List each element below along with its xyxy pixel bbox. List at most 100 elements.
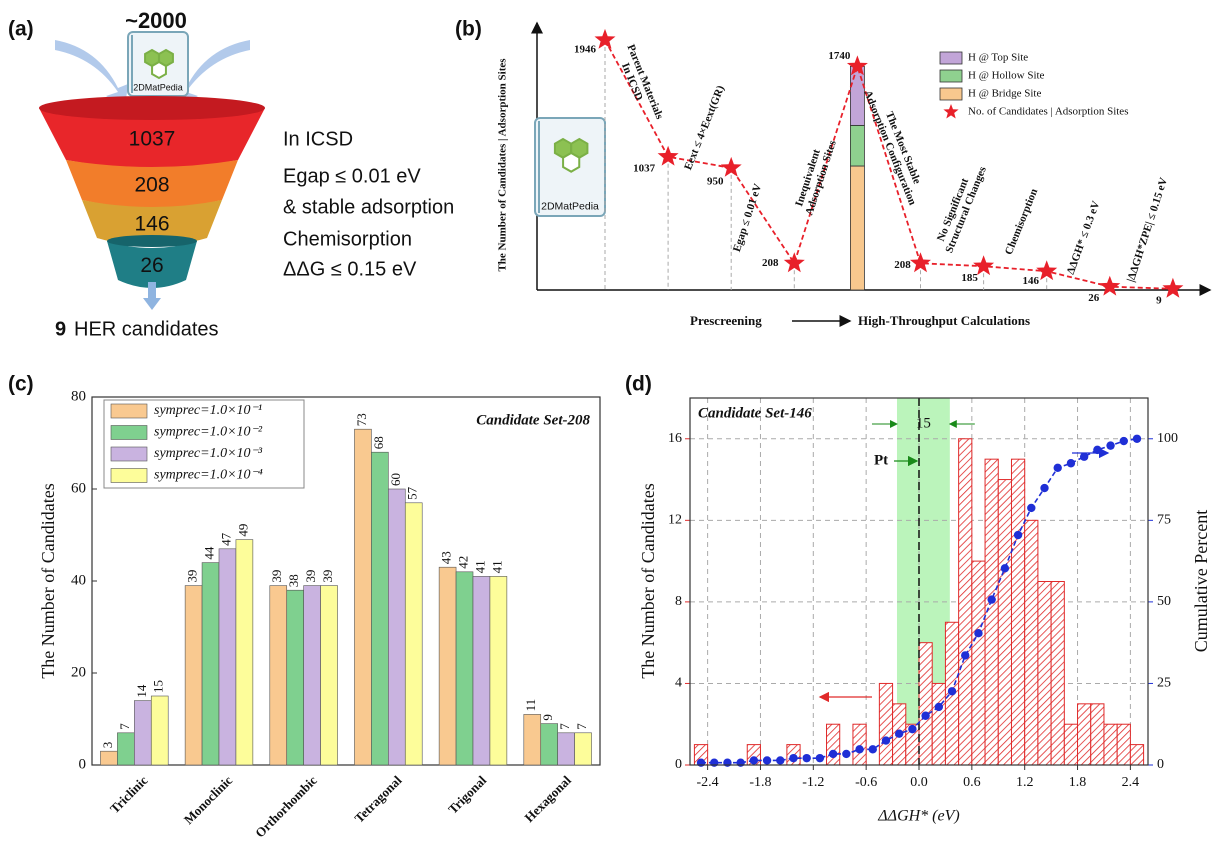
value-label: 208 <box>762 257 779 269</box>
cumulative-dot <box>815 753 825 763</box>
cumulative-dot <box>762 756 772 765</box>
cumulative-dot <box>776 756 785 765</box>
stacked-bar <box>850 124 865 167</box>
legend-label: H @ Hollow Site <box>968 70 1045 82</box>
legend-swatch <box>939 51 963 65</box>
bar <box>455 571 474 766</box>
cumulative-dot <box>1066 459 1076 468</box>
value-label: 11 <box>523 699 538 712</box>
value-label: 9 <box>1156 294 1162 306</box>
annotation: Candidate Set-146 <box>698 405 812 421</box>
stage-label: ΔΔG ≤ 0.15 eV <box>283 258 417 280</box>
value-label: 57 <box>405 486 420 500</box>
star-marker <box>783 252 805 273</box>
cumulative-dot <box>736 758 745 767</box>
y2-axis-label: Cumulative Percent <box>1191 510 1211 652</box>
value-label: 43 <box>439 551 454 564</box>
histogram-bar <box>878 682 894 766</box>
y-tick-label: 40 <box>71 572 86 588</box>
y2-tick-label: 100 <box>1157 431 1178 446</box>
y2-tick-label: 75 <box>1157 513 1171 528</box>
value-label: 68 <box>371 436 386 449</box>
source-count: ~2000 <box>125 8 187 33</box>
cumulative-dot <box>723 758 732 767</box>
histogram-bar <box>1103 723 1118 766</box>
funnel-layer <box>82 200 222 246</box>
star-marker <box>1099 275 1121 296</box>
plot-frame <box>689 397 1149 766</box>
histogram-bar <box>852 723 867 766</box>
stage-label: In ICSD <box>283 128 353 150</box>
annotation: Candidate Set-208 <box>476 412 590 428</box>
histogram-bar <box>1063 723 1079 766</box>
legend-swatch <box>110 446 148 462</box>
bar <box>574 732 592 766</box>
star-marker <box>720 156 742 177</box>
value-label: 1037 <box>633 162 656 174</box>
value-label: 15 <box>151 680 166 693</box>
star-marker <box>657 145 679 166</box>
stage-label: Chemisorption <box>283 228 412 250</box>
bar <box>557 732 575 766</box>
funnel-layer <box>107 241 197 288</box>
pt-label: Pt <box>874 452 888 468</box>
y-axis-label: The Number of Candidates <box>38 483 58 678</box>
cumulative-line <box>701 437 1138 764</box>
legend-swatch <box>939 87 963 101</box>
cumulative-dot <box>947 687 957 696</box>
bar <box>320 585 338 766</box>
step-label: ΔΔGH* ≤ 0.3 eV <box>1065 199 1103 276</box>
value-label: 39 <box>185 570 200 583</box>
cumulative-dot <box>921 711 930 720</box>
cumulative-dot <box>881 736 891 745</box>
x-axis-label: ΔΔGH* (eV) <box>877 808 959 825</box>
y-tick-label: 4 <box>675 676 682 691</box>
bar <box>523 714 542 766</box>
star-marker <box>594 28 616 49</box>
icon-label: 2DMatPedia <box>541 200 599 212</box>
value-label: 41 <box>472 560 487 573</box>
bar <box>134 700 152 766</box>
band-count: 15 <box>916 415 931 431</box>
cumulative-dot <box>1000 564 1010 573</box>
cumulative-dot <box>894 729 904 738</box>
cumulative-dot <box>961 651 970 660</box>
result-label: HER candidates <box>74 318 219 340</box>
x-tick-label: 2.4 <box>1122 775 1140 790</box>
value-label: 47 <box>218 532 233 546</box>
legend-label: No. of Candidates | Adsorption Sites <box>968 106 1128 118</box>
x-tick-label: Hexagonal <box>521 772 574 825</box>
cumulative-dot <box>934 702 944 712</box>
legend-swatch <box>110 468 148 483</box>
value-label: 3 <box>100 742 115 749</box>
bar <box>150 695 169 766</box>
cumulative-dot <box>1106 441 1115 450</box>
x-tick-label: Tetragonal <box>351 772 404 825</box>
y2-tick-label: 50 <box>1157 594 1171 609</box>
legend-swatch <box>110 403 148 419</box>
stage-label: & stable adsorption <box>283 196 454 218</box>
funnel-value: 146 <box>134 213 169 236</box>
x-tick-label: 0.6 <box>963 775 981 790</box>
x-tick-label: 0.0 <box>910 775 928 790</box>
series-line <box>604 39 1173 290</box>
bar <box>235 539 254 766</box>
value-label: 41 <box>489 560 504 573</box>
histogram-bar <box>971 560 986 766</box>
value-label: 950 <box>707 175 724 187</box>
legend-label: symprec=1.0×10⁻² <box>154 425 263 440</box>
legend-label: symprec=1.0×10⁻¹ <box>154 403 262 418</box>
funnel-rim <box>39 96 265 120</box>
funnel-value: 1037 <box>129 128 176 151</box>
bar <box>371 451 389 766</box>
bar <box>269 585 288 766</box>
y-tick-label: 80 <box>71 388 86 404</box>
cumulative-dot <box>749 756 759 765</box>
bar <box>100 750 118 766</box>
legend-swatch <box>110 425 148 440</box>
cumulative-dot <box>1053 463 1062 473</box>
value-label: 7 <box>574 723 589 730</box>
bar <box>438 566 457 766</box>
histogram-bar <box>918 642 933 766</box>
